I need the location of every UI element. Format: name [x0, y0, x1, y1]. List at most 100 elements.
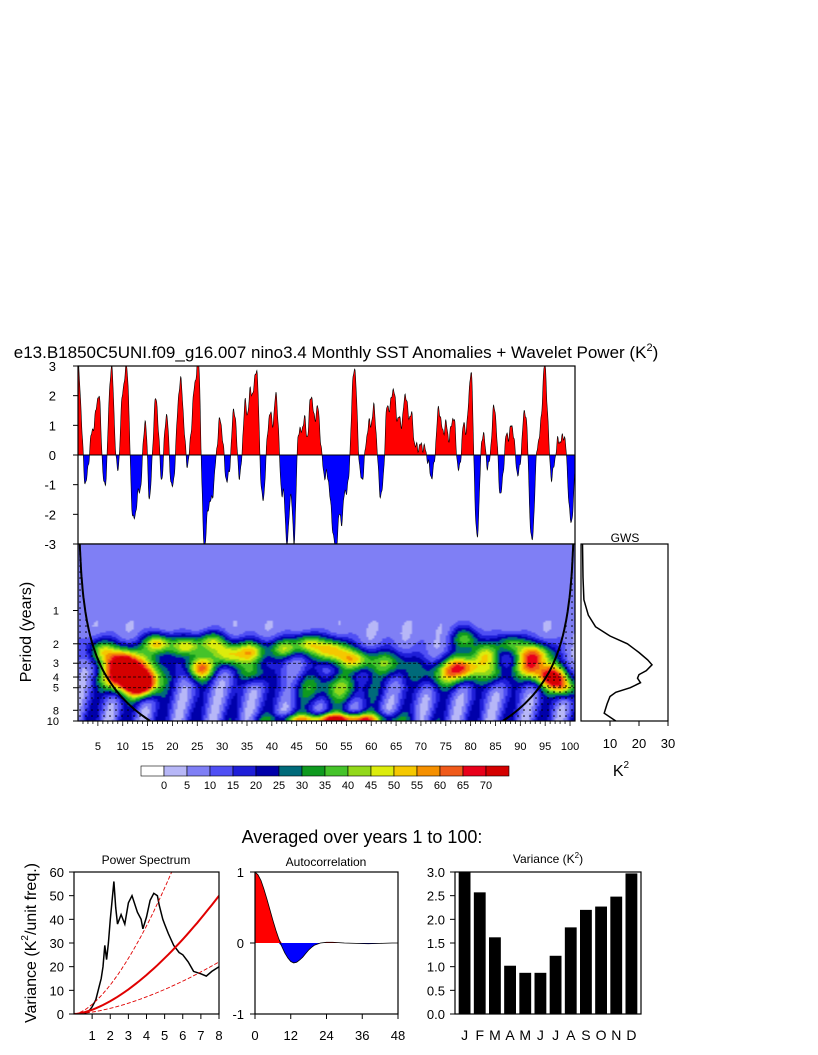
cone-of-influence-left-line — [78, 544, 151, 721]
wavelet-power-heatmap — [78, 544, 575, 721]
x-tick-label: 20 — [166, 741, 178, 753]
subtitle: Averaged over years 1 to 100: — [242, 827, 483, 847]
power-spectrum-ticks: 1 2 3 4 5 6 7 8 0 10 20 30 40 50 60 — [50, 865, 223, 1043]
cone-of-influence-right — [502, 544, 575, 721]
y-tick-label: -1 — [44, 478, 56, 493]
variance-panel: Variance (K2) J F M A M J J A S O N D3.02.52.01.51.… — [427, 851, 642, 1043]
y-tick-label: 0.5 — [427, 983, 445, 998]
x-tick-label: 5 — [161, 1028, 168, 1043]
colorbar-swatch — [439, 765, 464, 777]
x-tick-label: 8 — [215, 1028, 222, 1043]
x-tick-label: 95 — [539, 741, 551, 753]
y-tick-label: 40 — [50, 912, 64, 927]
autocorrelation-title: Autocorrelation — [286, 855, 367, 869]
x-tick-label: 80 — [465, 741, 477, 753]
variance-bar — [625, 873, 638, 1014]
x-tick-label: A — [566, 1027, 576, 1043]
colorbar-swatch — [140, 765, 165, 777]
colorbar-label: 60 — [434, 780, 446, 792]
x-tick-label: D — [626, 1027, 636, 1043]
x-tick-label: O — [596, 1027, 607, 1043]
colorbar-label: 25 — [273, 780, 285, 792]
x-tick-label: 35 — [241, 741, 253, 753]
figure-title: e13.B1850C5UNI.f09_g16.007 nino3.4 Month… — [14, 342, 658, 362]
x-tick-label: 7 — [197, 1028, 204, 1043]
sst-anomaly-area — [78, 366, 575, 544]
y-tick-label: 1 — [49, 418, 56, 433]
sst-anomaly-panel: 3 2 1 0 -1 -2 -3 — [44, 359, 576, 552]
x-tick-label: 36 — [355, 1028, 369, 1043]
colorbar-swatch — [485, 765, 510, 777]
variance-bar — [564, 927, 577, 1014]
y-tick-label: 1 — [53, 606, 59, 618]
x-tick-label: 15 — [141, 741, 153, 753]
x-tick-label: 10 — [603, 736, 617, 751]
correlation-line — [254, 871, 398, 964]
negative-correlation-fill — [255, 943, 398, 963]
gws-panel: GWS 10 20 30 K2 — [580, 531, 675, 780]
y-tick-label: 0.0 — [427, 1007, 445, 1022]
y-tick-label: 5 — [53, 683, 59, 695]
colorbar-swatch — [393, 765, 418, 777]
x-tick-label: 85 — [489, 741, 501, 753]
y-tick-label: 3.0 — [427, 865, 445, 880]
variance-bar — [534, 972, 547, 1014]
colorbar-label: 15 — [227, 780, 239, 792]
x-tick-label: J — [552, 1027, 559, 1043]
colorbar-label: 10 — [204, 780, 216, 792]
red-noise-line — [74, 872, 173, 1014]
x-tick-label: 60 — [365, 741, 377, 753]
x-tick-label: A — [505, 1027, 515, 1043]
spectrum-line — [82, 881, 219, 1014]
positive-correlation-fill — [255, 872, 398, 943]
x-tick-label: 5 — [95, 741, 101, 753]
gws-x-label: K2 — [613, 760, 630, 780]
x-tick-label: 90 — [514, 741, 526, 753]
x-tick-label: 20 — [632, 736, 646, 751]
colorbar-label: 55 — [411, 780, 423, 792]
colorbar-swatch — [255, 765, 280, 777]
y-tick-label: -1 — [232, 1007, 244, 1022]
colorbar-swatch — [209, 765, 234, 777]
x-tick-label: F — [475, 1027, 484, 1043]
colorbar-swatch — [462, 765, 487, 777]
variance-bar — [580, 909, 592, 1014]
anomaly-line — [78, 366, 575, 544]
variance-bar — [595, 906, 607, 1014]
x-tick-label: 48 — [391, 1028, 405, 1043]
variance-bar — [504, 965, 516, 1014]
wavelet-y-ticks: 1 2 3 45 810 — [47, 606, 78, 728]
x-tick-label: 40 — [266, 741, 278, 753]
colorbar-label: 35 — [319, 780, 331, 792]
variance-ticks: J F M A M J J A S O N D3.02.52.01.51.00.50.0 — [427, 865, 637, 1043]
colorbar-swatch — [324, 765, 349, 777]
y-tick-label: 2.0 — [427, 912, 445, 927]
wavelet-y-label: Period (years) — [18, 582, 35, 682]
y-tick-label: 1.0 — [427, 960, 445, 975]
x-tick-label: 30 — [216, 741, 228, 753]
x-tick-label: 55 — [340, 741, 352, 753]
x-tick-label: 0 — [251, 1028, 258, 1043]
colorbar-label: 40 — [342, 780, 354, 792]
colorbar-swatch — [186, 765, 211, 777]
red-noise-line — [74, 895, 219, 1014]
power-spectrum-y-label: Variance (K2/unit freq.) — [20, 863, 40, 1023]
reference-period-lines — [78, 643, 575, 689]
y-tick-label: 0 — [49, 448, 56, 463]
colorbar-swatch — [232, 765, 257, 777]
sst-y-ticks: 3 2 1 0 -1 -2 -3 — [44, 359, 78, 552]
y-tick-label: 10 — [50, 983, 64, 998]
gws-x-ticks: 10 20 30 — [603, 721, 675, 751]
power-spectrum-title: Power Spectrum — [102, 853, 191, 867]
x-tick-label: 65 — [390, 741, 402, 753]
y-tick-label: 10 — [47, 716, 59, 728]
x-tick-label: 4 — [143, 1028, 150, 1043]
variance-bar — [519, 972, 532, 1014]
colorbar-swatch — [163, 765, 188, 777]
x-tick-label: 70 — [415, 741, 427, 753]
x-tick-label: M — [489, 1027, 501, 1043]
red-noise-line — [74, 961, 219, 1014]
colorbar-swatch — [416, 765, 441, 777]
